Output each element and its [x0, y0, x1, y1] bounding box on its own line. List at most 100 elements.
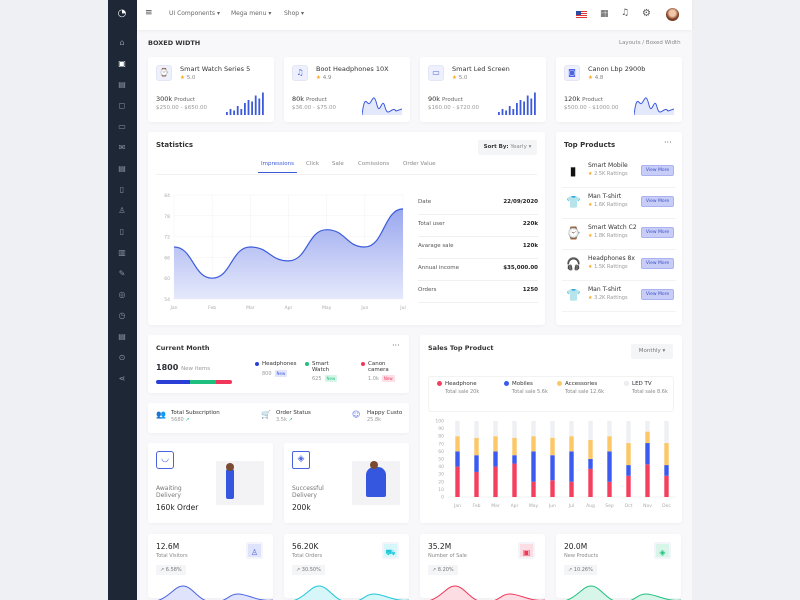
spark-bar — [519, 100, 522, 115]
view-more-button[interactable]: View More — [641, 165, 674, 176]
tab-impressions[interactable]: Impressions — [258, 161, 297, 173]
users-icon: 👥 — [156, 410, 166, 419]
stat-value: 56.20K — [292, 542, 319, 551]
sparkline-chart — [362, 97, 402, 115]
book-icon[interactable]: ▯ — [119, 185, 125, 194]
home-icon[interactable]: ⌂ — [119, 38, 125, 47]
share-icon[interactable]: ⋖ — [118, 374, 126, 383]
product-image: 👕 — [566, 195, 581, 209]
nav-mega-menu[interactable]: Mega menu ▾ — [231, 10, 272, 17]
product-card[interactable]: ▭ Smart Led Screen ★ 5.0 90k Product $160… — [420, 57, 546, 122]
view-more-button[interactable]: View More — [641, 289, 674, 300]
grid-icon[interactable]: ▦ — [600, 9, 609, 19]
menu-icon[interactable]: ≡ — [145, 8, 153, 18]
bar-mobiles — [474, 455, 479, 472]
legend-dot — [624, 381, 629, 386]
calendar-icon[interactable]: ▤ — [118, 80, 126, 89]
archive-icon[interactable]: ▤ — [118, 332, 126, 341]
product-name: Boot Headphones 10X — [316, 65, 389, 73]
bar-led-tv — [512, 421, 517, 438]
spark-bar — [229, 109, 232, 115]
product-rating: ★ 4.8 — [588, 75, 604, 81]
tab-sale[interactable]: Sale — [332, 161, 344, 167]
legend-dot — [504, 381, 509, 386]
user-icon[interactable]: ♙ — [118, 206, 126, 215]
nav-shop[interactable]: Shop ▾ — [284, 10, 305, 17]
trend-up-icon: ↗ — [185, 417, 190, 423]
product-name: Man T-shirt — [588, 193, 622, 200]
product-name: Canon Lbp 2900b — [588, 65, 646, 73]
product-card[interactable]: ♫ Boot Headphones 10X ★ 4.9 80k Product $… — [284, 57, 410, 122]
tab-order-value[interactable]: Order Value — [403, 161, 436, 167]
map-pin-icon[interactable]: ⊙ — [118, 353, 126, 362]
nav-ui-components[interactable]: UI Components ▾ — [169, 10, 220, 17]
delivery-value: 160k Order — [156, 503, 199, 512]
y-tick-label: 30 — [438, 472, 444, 478]
view-more-button[interactable]: View More — [641, 227, 674, 238]
sidebar: ◔ ⌂ ▣ ▤ ◻ ▭ ✉ ▤ ▯ ♙ ▯ ▥ ✎ ◎ ◷ ▤ ⊙ ⋖ — [108, 0, 137, 600]
bar-headphone — [607, 481, 612, 497]
more-options-icon[interactable]: ··· — [392, 341, 400, 350]
spark-bar — [505, 110, 507, 115]
x-tick-label: Jul — [568, 503, 574, 509]
us-flag-icon[interactable] — [576, 11, 587, 18]
spark-line — [634, 97, 674, 115]
current-month-item: Headphones 800 New — [255, 361, 302, 377]
spark-bar — [251, 101, 253, 115]
stat-wave-chart — [157, 585, 273, 600]
bar-headphone — [550, 480, 555, 497]
spark-area — [634, 97, 674, 115]
spark-bar — [233, 110, 235, 115]
bar-accessories — [493, 436, 498, 452]
tab-comissions[interactable]: Comissions — [358, 161, 390, 167]
layout-icon[interactable]: ▣ — [118, 59, 126, 68]
legend-dot — [255, 362, 259, 366]
star-icon: ★ — [588, 202, 593, 208]
x-tick-label: Dec — [662, 503, 671, 509]
trend-up-icon: ↗ — [432, 567, 437, 573]
sort-dropdown[interactable]: Sort By: Yearly ▾ — [478, 140, 537, 155]
bar-accessories — [474, 437, 479, 456]
stat-label: New Products — [564, 553, 599, 559]
bar-mobiles — [588, 459, 593, 469]
spark-bar — [508, 106, 511, 115]
clock-icon[interactable]: ◷ — [118, 311, 126, 320]
bell-icon[interactable]: ♫ — [621, 8, 630, 18]
stat-row: Date 22/09/2020 — [418, 193, 538, 215]
product-card[interactable]: ⌚ Smart Watch Series 5 ★ 5.0 300k Product… — [148, 57, 274, 122]
bar-led-tv — [626, 421, 631, 444]
calendar-icon[interactable]: ▤ — [118, 164, 126, 173]
new-items-count: 1800 New items — [156, 363, 211, 372]
star-icon: ★ — [316, 75, 321, 81]
gift-icon[interactable]: ▥ — [118, 248, 126, 257]
more-options-icon[interactable]: ··· — [664, 138, 672, 147]
spark-bar — [498, 112, 500, 115]
file-icon[interactable]: ▯ — [119, 227, 125, 236]
gear-icon[interactable]: ⚙ — [642, 8, 651, 19]
view-more-button[interactable]: View More — [641, 258, 674, 269]
mail-icon[interactable]: ✉ — [118, 143, 126, 152]
bar-accessories — [607, 436, 612, 452]
bar-headphone — [569, 481, 574, 497]
avatar[interactable] — [666, 8, 679, 21]
view-more-button[interactable]: View More — [641, 196, 674, 207]
breadcrumb-layouts[interactable]: Layouts — [619, 40, 641, 46]
product-card[interactable]: ◙ Canon Lbp 2900b ★ 4.8 120k Product $500… — [556, 57, 682, 122]
summary-item: 🛒 Order Status 3.5k ↗ — [261, 410, 311, 423]
bar-headphone — [474, 471, 479, 497]
tab-click[interactable]: Click — [306, 161, 320, 167]
pen-icon[interactable]: ✎ — [118, 269, 126, 278]
y-tick-label: 84 — [164, 193, 170, 199]
series-line — [173, 208, 404, 279]
period-dropdown[interactable]: Monthly ▾ — [631, 344, 673, 359]
y-tick-label: 54 — [164, 297, 170, 303]
spark-bar — [501, 109, 504, 115]
database-icon[interactable]: ◎ — [118, 290, 126, 299]
y-tick-label: 70 — [438, 441, 444, 447]
bar-led-tv — [493, 421, 498, 437]
chat-icon[interactable]: ◻ — [118, 101, 126, 110]
y-tick-label: 0 — [441, 495, 444, 501]
clipboard-icon[interactable]: ▭ — [118, 122, 126, 131]
stat-row: Annual income $35,000.00 — [418, 259, 538, 281]
